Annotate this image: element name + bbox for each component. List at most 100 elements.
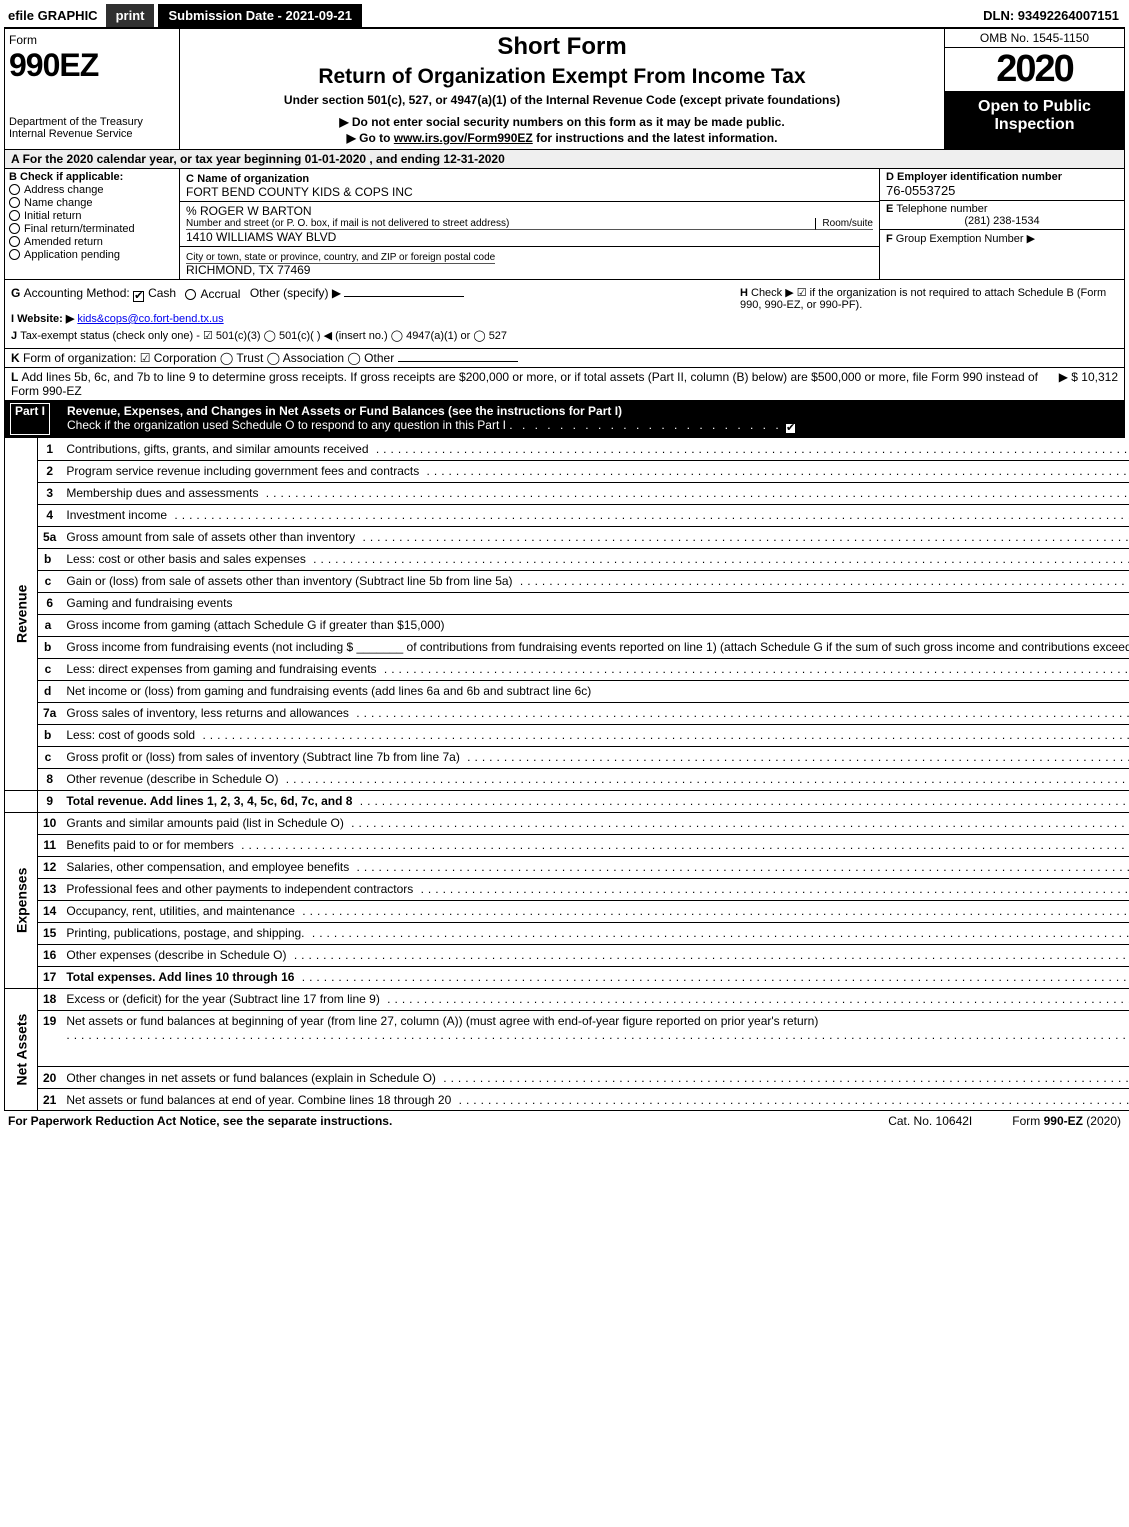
gross-receipts-amount: ▶ $ 10,312 <box>1059 370 1118 398</box>
street-address: 1410 WILLIAMS WAY BLVD <box>186 230 873 244</box>
dln-label: DLN: 93492264007151 <box>983 8 1125 23</box>
check-if-applicable: Check if applicable: <box>20 171 123 183</box>
table-row: 11 Benefits paid to or for members 11 <box>5 834 1129 856</box>
table-row: 2 Program service revenue including gove… <box>5 460 1129 482</box>
cb-amended[interactable]: Amended return <box>9 236 175 248</box>
section-c: C Name of organization FORT BEND COUNTY … <box>180 169 879 279</box>
phone-label: Telephone number <box>896 203 987 215</box>
schedule-b-check: Check ▶ ☑ if the organization is not req… <box>740 287 1106 311</box>
form-word: Form <box>9 33 175 47</box>
table-row: 9 Total revenue. Add lines 1, 2, 3, 4, 5… <box>5 790 1129 812</box>
table-row: c Gain or (loss) from sale of assets oth… <box>5 570 1129 592</box>
cb-initial-return[interactable]: Initial return <box>9 210 175 222</box>
header-right: OMB No. 1545-1150 2020 Open to Public In… <box>944 29 1124 149</box>
table-row: 5a Gross amount from sale of assets othe… <box>5 526 1129 548</box>
table-row: 16 Other expenses (describe in Schedule … <box>5 944 1129 966</box>
table-row: 21 Net assets or fund balances at end of… <box>5 1089 1129 1111</box>
form-number: 990EZ <box>9 47 175 84</box>
header-left: Form 990EZ Department of the Treasury In… <box>5 29 180 149</box>
tax-exempt-status: Tax-exempt status (check only one) - ☑ 5… <box>20 330 507 342</box>
accounting-method-label: Accounting Method: <box>24 286 130 300</box>
part1-title: Revenue, Expenses, and Changes in Net As… <box>67 404 622 418</box>
city-state-zip: RICHMOND, TX 77469 <box>186 263 873 277</box>
table-row: 12 Salaries, other compensation, and emp… <box>5 856 1129 878</box>
table-row: 6 Gaming and fundraising events <box>5 592 1129 614</box>
paperwork-notice: For Paperwork Reduction Act Notice, see … <box>8 1114 392 1128</box>
part1-check-note: Check if the organization used Schedule … <box>67 418 800 432</box>
section-def: D Employer identification number 76-0553… <box>879 169 1124 279</box>
subtitle: Under section 501(c), 527, or 4947(a)(1)… <box>188 93 936 107</box>
ein-value: 76-0553725 <box>886 183 1118 198</box>
table-row: 17 Total expenses. Add lines 10 through … <box>5 966 1129 988</box>
tax-period-text: For the 2020 calendar year, or tax year … <box>23 152 505 166</box>
ein-label: Employer identification number <box>897 171 1062 183</box>
table-row: c Less: direct expenses from gaming and … <box>5 658 1129 680</box>
cb-pending[interactable]: Application pending <box>9 249 175 261</box>
cb-name-change[interactable]: Name change <box>9 197 175 209</box>
omb-number: OMB No. 1545-1150 <box>945 29 1124 48</box>
table-row: 20 Other changes in net assets or fund b… <box>5 1067 1129 1089</box>
room-label: Room/suite <box>815 218 873 230</box>
table-row: 15 Printing, publications, postage, and … <box>5 922 1129 944</box>
cb-address-change[interactable]: Address change <box>9 184 175 196</box>
info-grid: B Check if applicable: Address change Na… <box>4 169 1125 280</box>
website-link[interactable]: kids&cops@co.fort-bend.tx.us <box>77 313 223 325</box>
section-k: K Form of organization: ☑ Corporation ◯ … <box>4 349 1125 368</box>
tax-period-row: A For the 2020 calendar year, or tax yea… <box>4 150 1125 169</box>
note-goto: ▶ Go to www.irs.gov/Form990EZ for instru… <box>188 131 936 145</box>
table-row: Net Assets 18 Excess or (deficit) for th… <box>5 988 1129 1010</box>
note-public: ▶ Do not enter social security numbers o… <box>188 115 936 129</box>
part1-header: Part I Revenue, Expenses, and Changes in… <box>4 401 1125 438</box>
phone-value: (281) 238-1534 <box>886 215 1118 227</box>
dept-label: Department of the Treasury Internal Reve… <box>9 116 175 140</box>
care-of: % ROGER W BARTON <box>186 204 873 218</box>
page-footer: For Paperwork Reduction Act Notice, see … <box>4 1111 1125 1131</box>
tax-year: 2020 <box>945 48 1124 92</box>
form-header: Form 990EZ Department of the Treasury In… <box>4 29 1125 150</box>
table-row: b Less: cost or other basis and sales ex… <box>5 548 1129 570</box>
table-row: b Gross income from fundraising events (… <box>5 636 1129 658</box>
section-b: B Check if applicable: Address change Na… <box>5 169 180 279</box>
addr-label: Number and street (or P. O. box, if mail… <box>186 218 815 230</box>
table-row: 3 Membership dues and assessments 3 <box>5 482 1129 504</box>
table-row: 19 23,912 <box>5 1045 1129 1067</box>
efile-label: efile GRAPHIC <box>4 6 102 25</box>
name-of-org-label: Name of organization <box>197 173 309 185</box>
table-row: 8 Other revenue (describe in Schedule O)… <box>5 768 1129 790</box>
header-center: Short Form Return of Organization Exempt… <box>180 29 944 149</box>
table-row: c Gross profit or (loss) from sales of i… <box>5 746 1129 768</box>
form-of-org: Form of organization: ☑ Corporation ◯ Tr… <box>23 351 394 365</box>
table-row: b Less: cost of goods sold 7b 0 <box>5 724 1129 746</box>
table-row: Expenses 10 Grants and similar amounts p… <box>5 812 1129 834</box>
table-row: 7a Gross sales of inventory, less return… <box>5 702 1129 724</box>
print-button[interactable]: print <box>106 4 155 27</box>
section-l: L Add lines 5b, 6c, and 7b to line 9 to … <box>4 368 1125 401</box>
side-expenses: Expenses <box>5 812 38 988</box>
title-return: Return of Organization Exempt From Incom… <box>188 65 936 89</box>
irs-link[interactable]: www.irs.gov/Form990EZ <box>394 131 533 145</box>
part1-table: Revenue 1 Contributions, gifts, grants, … <box>4 438 1129 1111</box>
table-row: 4 Investment income 4 <box>5 504 1129 526</box>
website-label: Website: ▶ <box>17 313 74 325</box>
side-revenue: Revenue <box>5 438 38 790</box>
submission-date-button[interactable]: Submission Date - 2021-09-21 <box>158 4 362 27</box>
title-short-form: Short Form <box>188 33 936 61</box>
cb-final-return[interactable]: Final return/terminated <box>9 223 175 235</box>
table-row: Revenue 1 Contributions, gifts, grants, … <box>5 438 1129 460</box>
gh-row: G Accounting Method: Cash Accrual Other … <box>4 280 1125 349</box>
table-row: 13 Professional fees and other payments … <box>5 878 1129 900</box>
group-exemption-label: Group Exemption Number ▶ <box>896 233 1035 245</box>
gross-receipts-text: Add lines 5b, 6c, and 7b to line 9 to de… <box>11 370 1038 398</box>
form-ref: Form 990-EZ (2020) <box>1012 1114 1121 1128</box>
open-to-public: Open to Public Inspection <box>945 92 1124 149</box>
table-row: 14 Occupancy, rent, utilities, and maint… <box>5 900 1129 922</box>
cb-accrual[interactable]: Accrual <box>185 287 240 301</box>
table-row: 19 Net assets or fund balances at beginn… <box>5 1010 1129 1045</box>
table-row: d Net income or (loss) from gaming and f… <box>5 680 1129 702</box>
cat-no: Cat. No. 10642I <box>888 1114 972 1128</box>
side-netassets: Net Assets <box>5 988 38 1111</box>
part1-label: Part I <box>10 403 50 435</box>
table-row: a Gross income from gaming (attach Sched… <box>5 614 1129 636</box>
cb-cash[interactable]: Cash <box>133 286 176 302</box>
other-specify: Other (specify) ▶ <box>250 286 341 300</box>
